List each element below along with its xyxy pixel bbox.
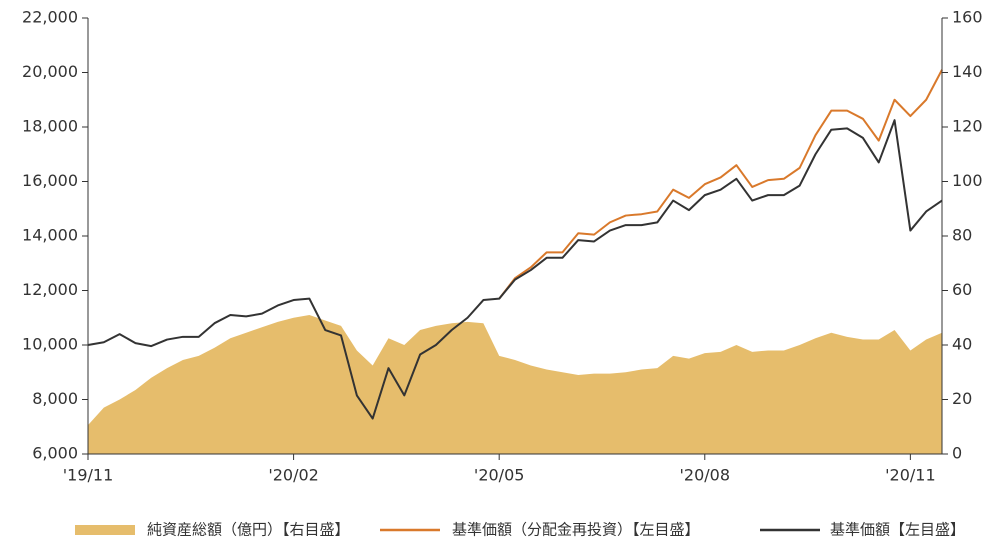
legend: 純資産総額（億円）【右目盛】 基準価額（分配金再投資）【左目盛】 基準価額【左目盛】 xyxy=(75,521,965,539)
y-tick-label: 8,000 xyxy=(32,389,78,408)
y2-tick-label: 140 xyxy=(952,62,983,81)
y-tick-label: 6,000 xyxy=(32,444,78,463)
y-tick-label: 12,000 xyxy=(22,280,78,299)
y-tick-label: 10,000 xyxy=(22,335,78,354)
y2-tick-label: 60 xyxy=(952,280,972,299)
y2-tick-label: 160 xyxy=(952,8,983,27)
y-tick-label: 22,000 xyxy=(22,8,78,27)
legend-label: 純資産総額（億円）【右目盛】 xyxy=(147,521,350,539)
line xyxy=(498,69,943,300)
y2-tick-label: 80 xyxy=(952,226,972,245)
legend-swatch xyxy=(75,525,135,535)
y-tick-label: 18,000 xyxy=(22,117,78,136)
y2-tick-label: 100 xyxy=(952,171,983,190)
x-tick-label: '20/05 xyxy=(474,466,525,485)
y-tick-label: 14,000 xyxy=(22,226,78,245)
legend-label: 基準価額（分配金再投資）【左目盛】 xyxy=(452,521,700,539)
y2-tick-label: 20 xyxy=(952,389,972,408)
y2-tick-label: 120 xyxy=(952,117,983,136)
y-tick-label: 20,000 xyxy=(22,62,78,81)
y2-tick-label: 0 xyxy=(952,444,962,463)
x-tick-label: '20/08 xyxy=(680,466,731,485)
x-tick-label: '20/02 xyxy=(268,466,319,485)
area xyxy=(88,315,942,454)
line xyxy=(87,119,943,420)
y2-tick-label: 40 xyxy=(952,335,972,354)
x-tick-label: '19/11 xyxy=(63,466,114,485)
y-tick-label: 16,000 xyxy=(22,171,78,190)
legend-label: 基準価額【左目盛】 xyxy=(830,521,965,539)
x-tick-label: '20/11 xyxy=(885,466,936,485)
